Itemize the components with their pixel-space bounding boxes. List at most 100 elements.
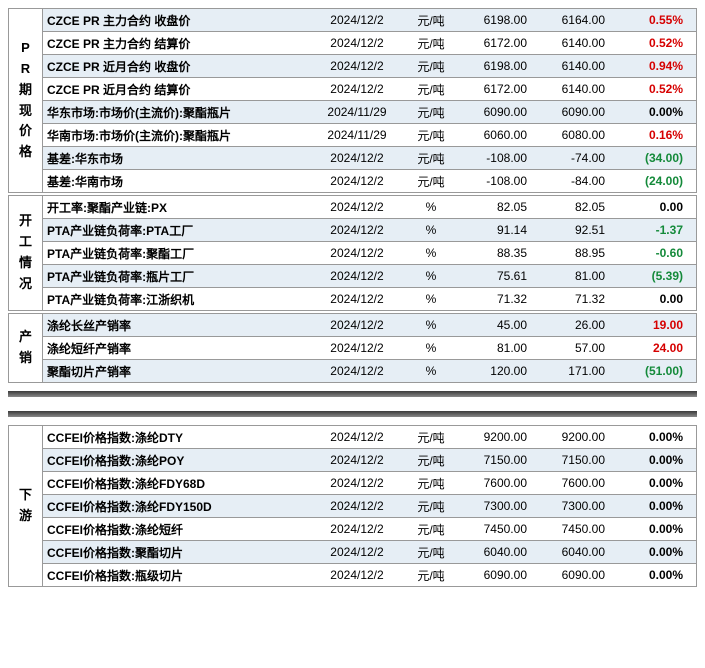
cell-value-1: 6198.00 xyxy=(459,59,537,73)
section-divider xyxy=(8,391,697,417)
cell-value-1: 9200.00 xyxy=(459,430,537,444)
cell-date: 2024/12/2 xyxy=(311,292,403,306)
cell-value-2: 7600.00 xyxy=(537,476,615,490)
cell-change: 0.00% xyxy=(615,545,693,559)
section-downstream: 下游CCFEI价格指数:涤纶DTY2024/12/2元/吨9200.009200… xyxy=(8,425,697,587)
cell-change: 0.55% xyxy=(615,13,693,27)
cell-value-1: 82.05 xyxy=(459,200,537,214)
cell-change: 0.52% xyxy=(615,36,693,50)
cell-name: CCFEI价格指数:涤纶FDY150D xyxy=(43,498,311,515)
cell-value-1: 7150.00 xyxy=(459,453,537,467)
cell-date: 2024/12/2 xyxy=(311,476,403,490)
cell-value-1: 7450.00 xyxy=(459,522,537,536)
cell-name: 华东市场:市场价(主流价):聚酯瓶片 xyxy=(43,104,311,121)
cell-value-1: 7300.00 xyxy=(459,499,537,513)
cell-change: 0.00% xyxy=(615,499,693,513)
cell-value-1: -108.00 xyxy=(459,174,537,188)
cell-value-2: 81.00 xyxy=(537,269,615,283)
section-body: CZCE PR 主力合约 收盘价2024/12/2元/吨6198.006164.… xyxy=(43,9,696,192)
cell-name: PTA产业链负荷率:江浙织机 xyxy=(43,291,311,308)
cell-date: 2024/12/2 xyxy=(311,174,403,188)
cell-value-1: 120.00 xyxy=(459,364,537,378)
cell-value-1: 6090.00 xyxy=(459,568,537,582)
cell-unit: % xyxy=(403,292,459,306)
cell-date: 2024/12/2 xyxy=(311,453,403,467)
cell-value-1: 6090.00 xyxy=(459,105,537,119)
cell-value-2: 7450.00 xyxy=(537,522,615,536)
table-row: CZCE PR 主力合约 结算价2024/12/2元/吨6172.006140.… xyxy=(43,32,696,55)
cell-unit: 元/吨 xyxy=(403,150,459,167)
cell-name: 聚酯切片产销率 xyxy=(43,363,311,380)
cell-name: PTA产业链负荷率:瓶片工厂 xyxy=(43,268,311,285)
cell-value-2: 6140.00 xyxy=(537,82,615,96)
cell-change: (34.00) xyxy=(615,151,693,165)
cell-name: 开工率:聚酯产业链:PX xyxy=(43,199,311,216)
cell-value-2: 6140.00 xyxy=(537,36,615,50)
cell-change: 0.94% xyxy=(615,59,693,73)
cell-date: 2024/12/2 xyxy=(311,59,403,73)
cell-value-1: 6172.00 xyxy=(459,82,537,96)
table-row: 基差:华东市场2024/12/2元/吨-108.00-74.00(34.00) xyxy=(43,147,696,170)
table-row: PTA产业链负荷率:聚酯工厂2024/12/2%88.3588.95-0.60 xyxy=(43,242,696,265)
cell-date: 2024/12/2 xyxy=(311,522,403,536)
cell-value-2: 6140.00 xyxy=(537,59,615,73)
cell-date: 2024/12/2 xyxy=(311,36,403,50)
table-row: CCFEI价格指数:瓶级切片2024/12/2元/吨6090.006090.00… xyxy=(43,564,696,586)
cell-name: CCFEI价格指数:聚酯切片 xyxy=(43,544,311,561)
cell-date: 2024/12/2 xyxy=(311,13,403,27)
cell-unit: 元/吨 xyxy=(403,127,459,144)
table-row: 开工率:聚酯产业链:PX2024/12/2%82.0582.050.00 xyxy=(43,196,696,219)
cell-value-1: 6060.00 xyxy=(459,128,537,142)
cell-change: 0.00 xyxy=(615,292,693,306)
cell-date: 2024/12/2 xyxy=(311,82,403,96)
cell-value-2: -74.00 xyxy=(537,151,615,165)
cell-value-2: 82.05 xyxy=(537,200,615,214)
cell-value-1: 45.00 xyxy=(459,318,537,332)
cell-unit: 元/吨 xyxy=(403,521,459,538)
cell-value-2: 88.95 xyxy=(537,246,615,260)
table-row: CZCE PR 近月合约 收盘价2024/12/2元/吨6198.006140.… xyxy=(43,55,696,78)
cell-date: 2024/12/2 xyxy=(311,223,403,237)
cell-value-1: 6198.00 xyxy=(459,13,537,27)
cell-change: 19.00 xyxy=(615,318,693,332)
table-row: CZCE PR 主力合约 收盘价2024/12/2元/吨6198.006164.… xyxy=(43,9,696,32)
cell-change: 0.00% xyxy=(615,476,693,490)
cell-value-2: 9200.00 xyxy=(537,430,615,444)
cell-unit: 元/吨 xyxy=(403,35,459,52)
table-row: CZCE PR 近月合约 结算价2024/12/2元/吨6172.006140.… xyxy=(43,78,696,101)
cell-change: (5.39) xyxy=(615,269,693,283)
cell-date: 2024/12/2 xyxy=(311,568,403,582)
cell-value-2: 92.51 xyxy=(537,223,615,237)
cell-name: CZCE PR 主力合约 收盘价 xyxy=(43,12,311,29)
section-body: 开工率:聚酯产业链:PX2024/12/2%82.0582.050.00PTA产… xyxy=(43,196,696,310)
cell-date: 2024/12/2 xyxy=(311,269,403,283)
section-title: 产销 xyxy=(9,314,43,382)
upper-table-block: PR期现价格CZCE PR 主力合约 收盘价2024/12/2元/吨6198.0… xyxy=(8,8,697,383)
cell-value-2: 6080.00 xyxy=(537,128,615,142)
cell-value-2: 57.00 xyxy=(537,341,615,355)
cell-date: 2024/12/2 xyxy=(311,545,403,559)
cell-change: 0.00% xyxy=(615,105,693,119)
cell-unit: % xyxy=(403,223,459,237)
cell-name: 涤纶短纤产销率 xyxy=(43,340,311,357)
cell-value-1: 75.61 xyxy=(459,269,537,283)
cell-unit: 元/吨 xyxy=(403,429,459,446)
table-row: CCFEI价格指数:涤纶POY2024/12/2元/吨7150.007150.0… xyxy=(43,449,696,472)
cell-unit: 元/吨 xyxy=(403,452,459,469)
lower-table-block: 下游CCFEI价格指数:涤纶DTY2024/12/2元/吨9200.009200… xyxy=(8,425,697,587)
cell-value-2: 7300.00 xyxy=(537,499,615,513)
cell-name: CCFEI价格指数:涤纶FDY68D xyxy=(43,475,311,492)
cell-date: 2024/12/2 xyxy=(311,151,403,165)
cell-date: 2024/12/2 xyxy=(311,364,403,378)
cell-date: 2024/11/29 xyxy=(311,128,403,142)
section-title: 下游 xyxy=(9,426,43,586)
cell-date: 2024/12/2 xyxy=(311,341,403,355)
section-prod-sales: 产销涤纶长丝产销率2024/12/2%45.0026.0019.00涤纶短纤产销… xyxy=(8,313,697,383)
cell-unit: 元/吨 xyxy=(403,498,459,515)
table-row: 华东市场:市场价(主流价):聚酯瓶片2024/11/29元/吨6090.0060… xyxy=(43,101,696,124)
cell-value-2: 26.00 xyxy=(537,318,615,332)
cell-unit: 元/吨 xyxy=(403,58,459,75)
cell-name: CZCE PR 近月合约 收盘价 xyxy=(43,58,311,75)
cell-unit: 元/吨 xyxy=(403,81,459,98)
section-operating-rates: 开工情况开工率:聚酯产业链:PX2024/12/2%82.0582.050.00… xyxy=(8,195,697,311)
